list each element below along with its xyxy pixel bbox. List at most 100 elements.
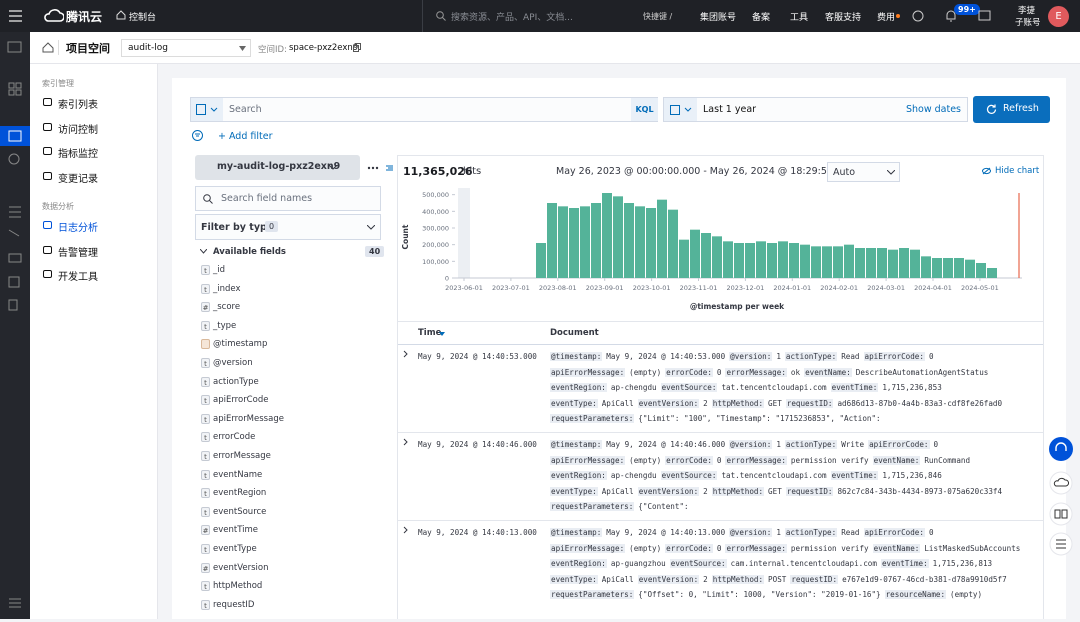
- field-value: 2: [703, 574, 708, 584]
- nav-item[interactable]: 开发工具: [58, 272, 98, 284]
- global-search[interactable]: 搜索资源、产品、API、文档...: [451, 13, 573, 23]
- field-name[interactable]: actionType: [213, 376, 259, 387]
- top-menu-item[interactable]: 备案: [752, 13, 771, 23]
- field-name[interactable]: eventType: [213, 544, 257, 554]
- document-line: apiErrorMessage: (empty) errorCode: 0 errorM…: [550, 455, 974, 465]
- expand-icon[interactable]: [403, 526, 409, 537]
- expand-icon[interactable]: [403, 438, 409, 449]
- home-icon[interactable]: [42, 42, 54, 53]
- document-line: eventRegion: ap-chengdu eventSource: tat.te…: [550, 383, 946, 392]
- avatar[interactable]: E: [1048, 6, 1069, 27]
- console-link[interactable]: 控制台: [129, 13, 157, 23]
- field-name[interactable]: eventSource: [213, 506, 267, 517]
- field-name[interactable]: @timestamp: [213, 339, 268, 350]
- filter-by-type[interactable]: Filter by type 0: [195, 214, 381, 240]
- floating-tools[interactable]: [1048, 436, 1076, 556]
- options-icon[interactable]: [367, 164, 397, 172]
- top-menu-item[interactable]: 费用: [877, 13, 896, 23]
- field-type-icon: t: [201, 265, 210, 275]
- field-value: (empty): [629, 367, 662, 377]
- field-key: errorMessage:: [725, 543, 787, 553]
- field-name[interactable]: errorMessage: [213, 451, 271, 461]
- top-menu-item[interactable]: 集团账号: [700, 13, 737, 23]
- field-name[interactable]: eventTime: [213, 525, 259, 536]
- field-name[interactable]: _score: [213, 302, 241, 313]
- field-name[interactable]: httpMethod: [213, 581, 263, 592]
- field-key: eventSource:: [660, 383, 718, 392]
- field-name[interactable]: errorCode: [213, 432, 256, 443]
- field-key: eventVersion:: [637, 574, 700, 584]
- field-name[interactable]: _index: [213, 283, 241, 294]
- space-select[interactable]: audit-log: [121, 39, 251, 57]
- date-picker[interactable]: Last 1 year Show dates: [663, 97, 968, 122]
- nav-item[interactable]: 访问控制: [58, 124, 98, 136]
- field-name[interactable]: eventName: [213, 469, 263, 480]
- search-box[interactable]: Search KQL: [190, 97, 658, 122]
- y-tick-label: 400,000: [422, 208, 449, 216]
- bar: [910, 249, 920, 278]
- hide-chart[interactable]: Hide chart: [995, 166, 1040, 176]
- nav-item[interactable]: 指标监控: [58, 149, 98, 161]
- bar: [591, 203, 601, 278]
- home-icon: [116, 10, 126, 20]
- document-line: eventType: ApiCall eventVersion: 2 httpMetho…: [550, 398, 1006, 408]
- nav-icon: [43, 270, 52, 279]
- icon[interactable]: [912, 10, 924, 22]
- column-header[interactable]: Time: [418, 328, 442, 338]
- field-value: GET: [768, 398, 782, 408]
- bar: [833, 246, 843, 278]
- field-key: eventTime:: [880, 559, 929, 568]
- top-menu-item[interactable]: 客服支持: [825, 13, 862, 23]
- field-value: GET: [768, 486, 782, 496]
- kql-button[interactable]: KQL: [631, 98, 658, 121]
- bell-icon[interactable]: [945, 9, 957, 22]
- field-key: @version:: [729, 440, 773, 449]
- index-pattern[interactable]: my-audit-log-pxz2exn9: [195, 155, 360, 180]
- nav-item[interactable]: 索引列表: [58, 100, 98, 111]
- field-name[interactable]: eventRegion: [213, 488, 267, 499]
- x-tick-label: 2023-11-01: [680, 284, 718, 292]
- field-key: actionType:: [784, 528, 838, 537]
- field-type-icon: t: [201, 358, 210, 368]
- menu-icon[interactable]: [9, 10, 22, 22]
- field-key: eventRegion:: [550, 559, 607, 568]
- field-name[interactable]: apiErrorMessage: [213, 413, 284, 424]
- field-name[interactable]: apiErrorCode: [213, 395, 269, 406]
- field-value: RunCommand: [924, 455, 971, 465]
- nav-item[interactable]: 变更记录: [58, 174, 98, 186]
- saved-query-button[interactable]: [191, 98, 223, 121]
- field-value: cam.internal.tencentcloudapi.com: [730, 559, 877, 568]
- available-fields-label: Available fields: [213, 247, 286, 257]
- field-type-icon: t: [201, 544, 210, 554]
- collapse-icon[interactable]: [200, 249, 207, 254]
- nav-item[interactable]: 告警管理: [58, 247, 98, 259]
- sort-icon[interactable]: [439, 332, 445, 336]
- x-axis-label: @timestamp per week: [690, 302, 785, 311]
- interval-select[interactable]: Auto: [827, 162, 900, 182]
- expand-icon[interactable]: [403, 350, 409, 361]
- field-key: eventVersion:: [637, 486, 700, 496]
- field-search[interactable]: Search field names: [195, 186, 381, 211]
- divider: [422, 0, 423, 32]
- show-dates[interactable]: Show dates: [905, 104, 961, 115]
- field-name[interactable]: _id: [213, 265, 226, 275]
- icon[interactable]: [978, 10, 991, 22]
- copy-icon[interactable]: [353, 43, 361, 52]
- bar: [943, 258, 953, 278]
- field-value: 0: [933, 440, 939, 449]
- field-name[interactable]: requestID: [213, 599, 255, 610]
- logo[interactable]: 腾讯云: [66, 10, 103, 24]
- field-name[interactable]: @version: [213, 358, 253, 368]
- hits-label: hits: [463, 166, 482, 177]
- add-filter[interactable]: + Add filter: [218, 131, 273, 142]
- nav-item[interactable]: 日志分析: [58, 222, 98, 234]
- field-name[interactable]: _type: [213, 320, 237, 331]
- top-menu-item[interactable]: 工具: [790, 13, 809, 23]
- search-icon: [203, 194, 213, 204]
- x-tick-label: 2023-08-01: [539, 284, 577, 292]
- field-key: errorCode:: [665, 367, 713, 377]
- refresh-button[interactable]: Refresh: [973, 96, 1050, 123]
- interval-value: Auto: [833, 167, 856, 178]
- quick-menu-button[interactable]: [664, 98, 697, 121]
- field-name[interactable]: eventVersion: [213, 562, 269, 573]
